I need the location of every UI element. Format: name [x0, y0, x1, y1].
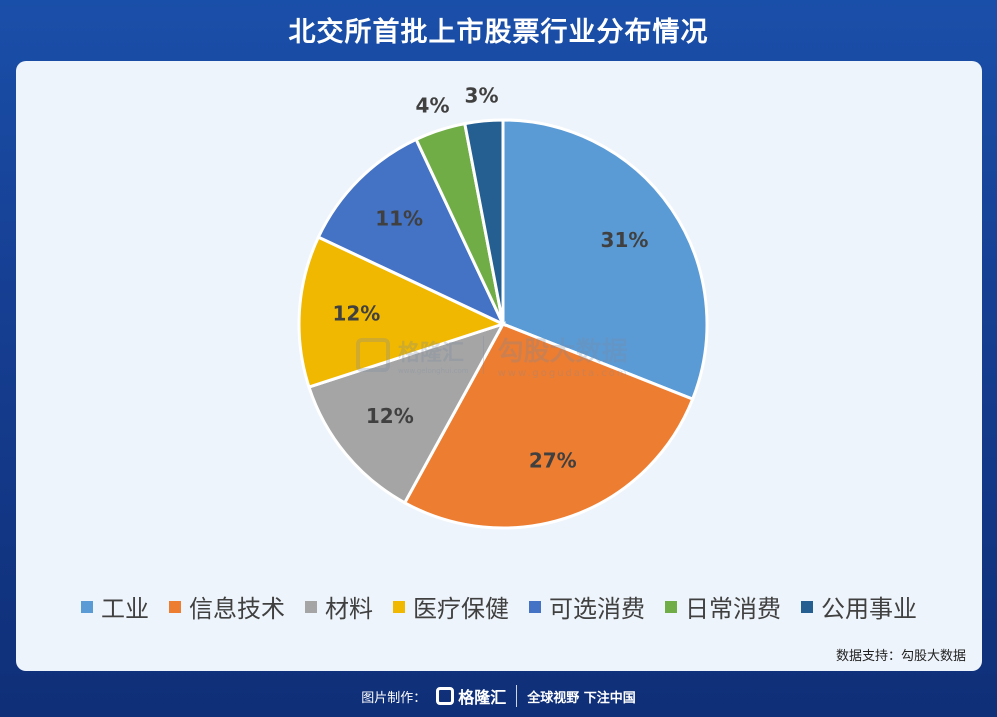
watermark-brand: 格隆汇 [398, 341, 465, 366]
pie-slice-5 [316, 137, 507, 328]
legend-swatch-5 [529, 600, 541, 613]
watermark: 格隆汇 www.gelonghui.com 勾股大数据 www.gogudata… [356, 331, 629, 379]
legend-item-7: 公用事业 [801, 589, 917, 624]
legend-swatch-2 [169, 600, 181, 613]
legend-label-3: 材料 [325, 595, 373, 623]
watermark-logo-icon [356, 338, 390, 372]
pie-label-1: 31% [601, 228, 649, 252]
legend-swatch-4 [393, 600, 405, 613]
legend-swatch-1 [81, 600, 93, 613]
footer-logo-icon [436, 687, 455, 705]
legend-item-1: 工业 [81, 589, 149, 624]
watermark-gogu: 勾股大数据 [497, 337, 628, 367]
pie-label-4: 12% [332, 301, 380, 325]
footer-slogan: 全球视野 下注中国 [527, 690, 636, 706]
watermark-brand-url: www.gelonghui.com [398, 367, 469, 375]
legend-item-5: 可选消费 [529, 589, 645, 624]
legend-label-5: 可选消费 [549, 595, 645, 623]
legend-item-2: 信息技术 [169, 589, 285, 624]
legend-swatch-3 [305, 600, 317, 613]
pie-slice-4 [297, 235, 508, 389]
legend-swatch-7 [801, 600, 813, 613]
pie-label-6: 4% [416, 94, 450, 118]
watermark-gogu-url: www.gogudata.com [497, 368, 629, 379]
legend-label-6: 日常消费 [685, 595, 781, 623]
chart-card: 31% 27% 12% 12% 11% 4% 3% 格隆汇 www.gelonghui.co… [16, 61, 982, 671]
footer-brand: 格隆汇 [458, 688, 507, 707]
legend-label-7: 公用事业 [821, 595, 917, 623]
pie-slice-2 [402, 322, 695, 530]
legend-label-1: 工业 [101, 595, 149, 623]
legend-item-4: 医疗保健 [393, 589, 509, 624]
watermark-divider [482, 336, 484, 374]
footer-prefix: 图片制作： [361, 690, 427, 706]
footer-logo: 格隆汇 [436, 684, 506, 708]
pie-label-7: 3% [465, 84, 499, 108]
footer-divider [516, 685, 518, 707]
chart-legend: 工业 信息技术 材料 医疗保健 可选消费 日常消费 公用事业 [16, 589, 982, 624]
legend-swatch-6 [665, 600, 677, 613]
legend-item-3: 材料 [305, 589, 373, 624]
pie-label-2: 27% [529, 449, 577, 473]
page-title: 北交所首批上市股票行业分布情况 [288, 17, 709, 48]
pie-slice-3 [307, 321, 507, 505]
legend-label-4: 医疗保健 [413, 595, 509, 623]
pie-slice-1 [501, 118, 709, 402]
pie-label-3: 12% [366, 404, 414, 428]
footer: 图片制作： 格隆汇 全球视野 下注中国 [0, 682, 997, 710]
legend-item-6: 日常消费 [665, 589, 781, 624]
pie-chart: 31% 27% 12% 12% 11% 4% 3% [297, 84, 709, 530]
pie-slice-7 [463, 118, 505, 325]
source-note: 数据支持：勾股大数据 [835, 649, 966, 664]
pie-label-5: 11% [375, 207, 423, 231]
legend-label-2: 信息技术 [189, 595, 285, 623]
